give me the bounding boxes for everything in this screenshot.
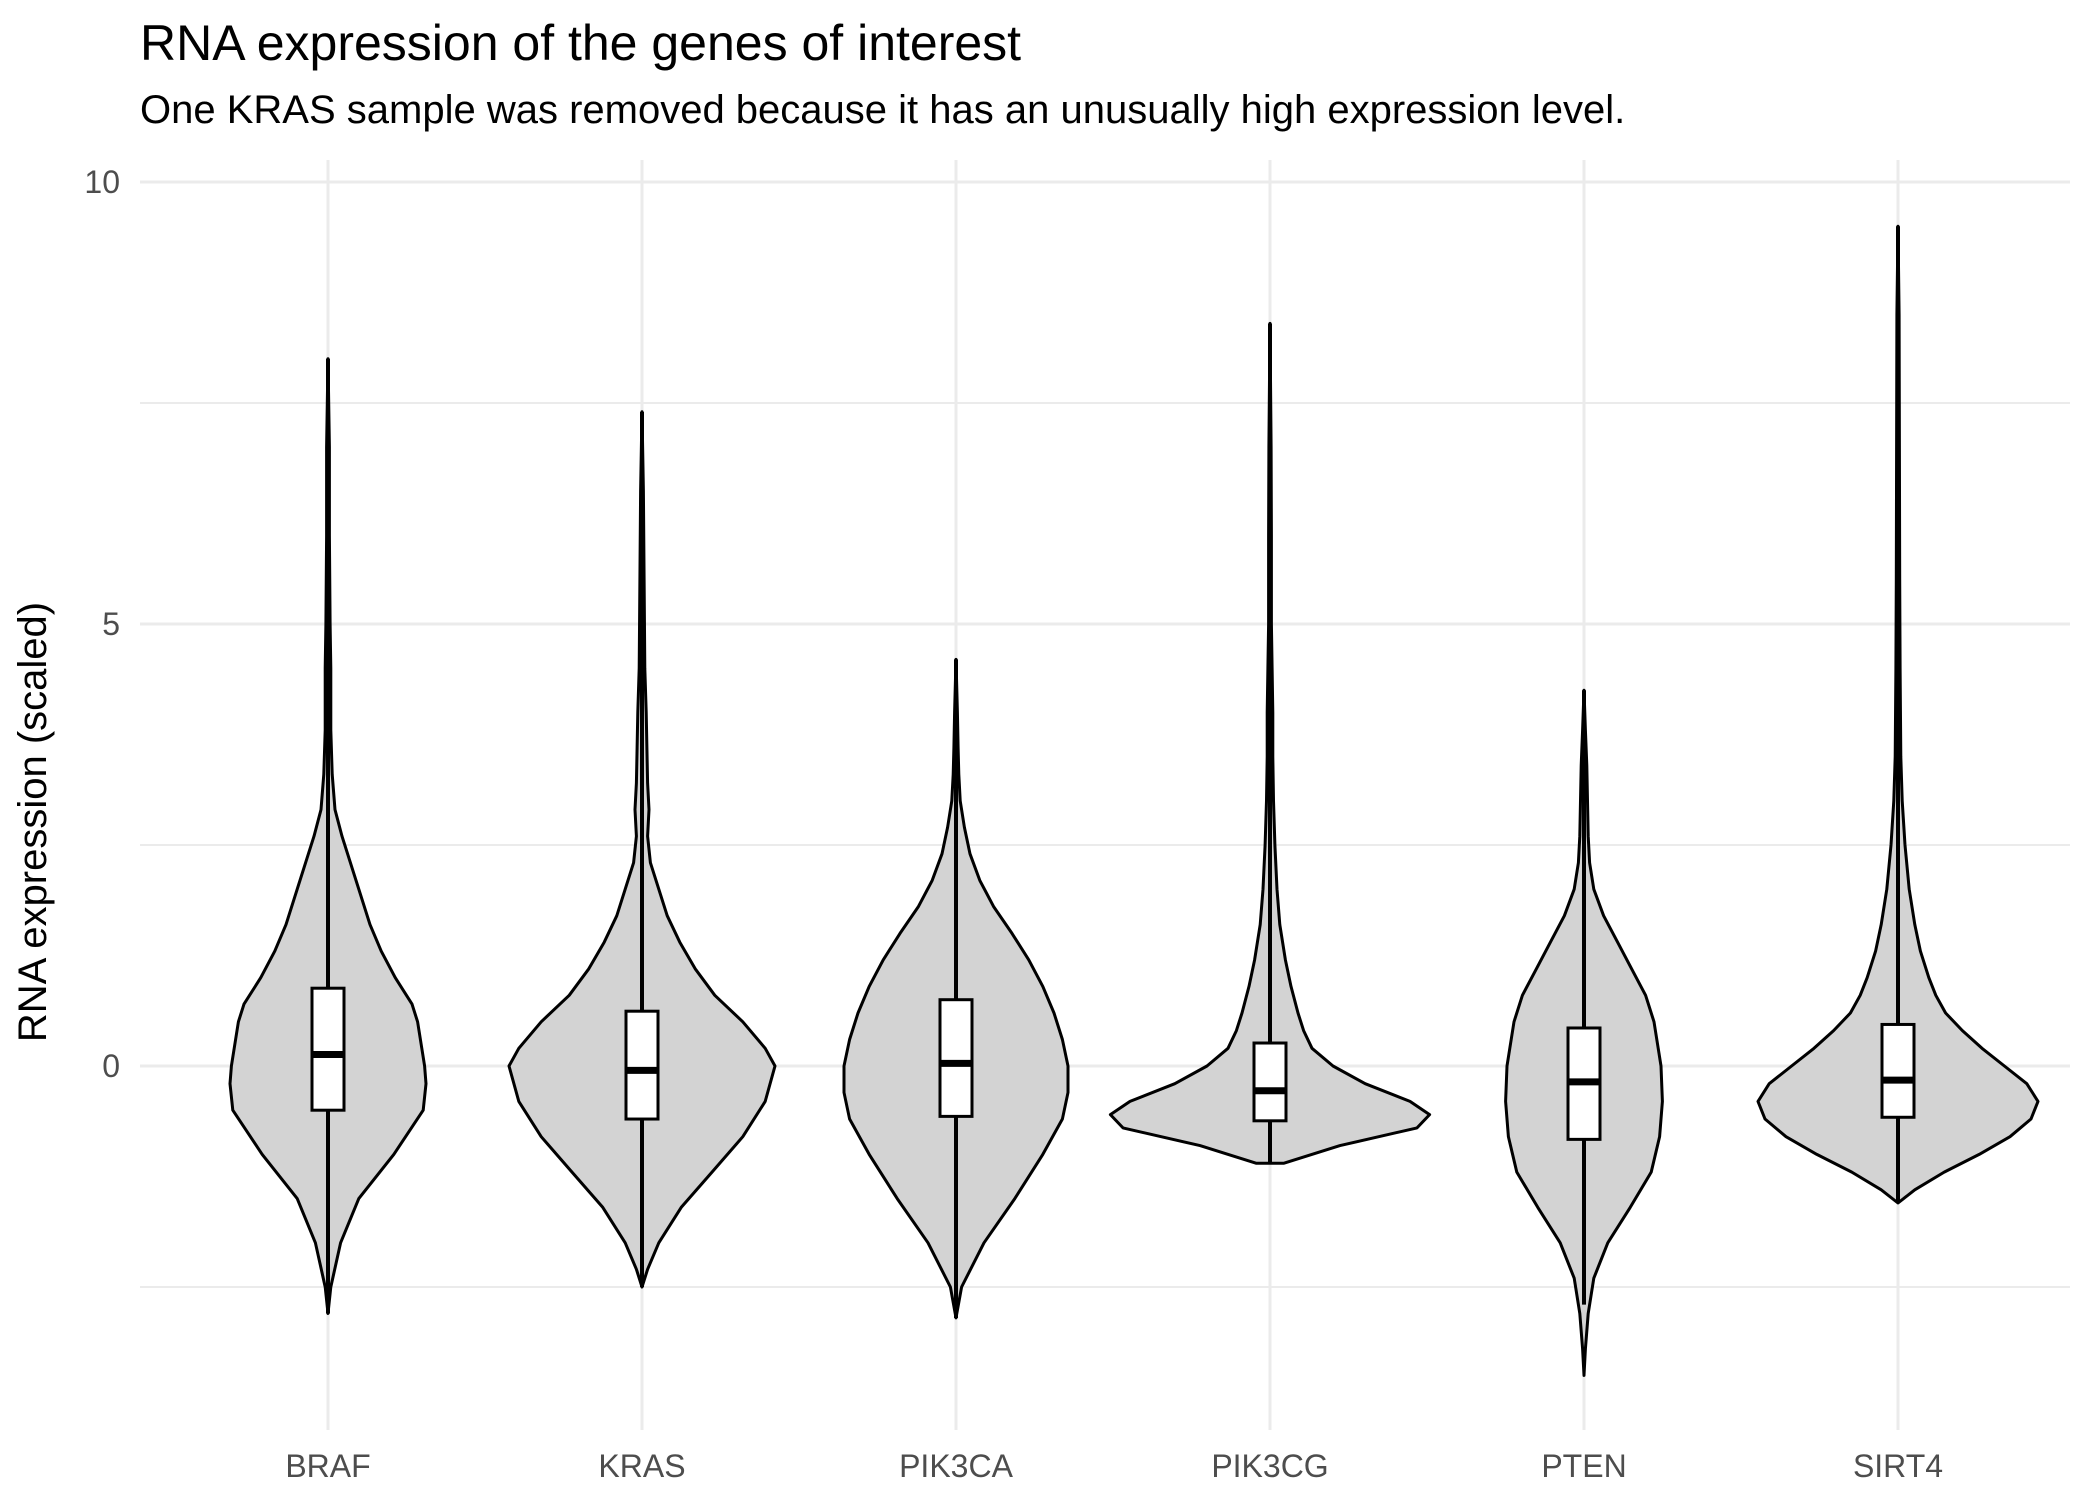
violin-series (228, 224, 2040, 1377)
x-tick-label-kras: KRAS (598, 1448, 685, 1484)
x-tick-label-pik3cg: PIK3CG (1211, 1448, 1328, 1484)
y-tick-label: 10 (84, 164, 120, 200)
violin-group-pik3cg (1108, 321, 1432, 1165)
y-axis-tick-labels: 0 5 10 (84, 164, 120, 1084)
violin-group-pten (1504, 688, 1664, 1377)
x-tick-label-sirt4: SIRT4 (1853, 1448, 1943, 1484)
box-kras (624, 1009, 660, 1121)
x-tick-label-braf: BRAF (285, 1448, 370, 1484)
minor-gridlines (140, 402, 2070, 1288)
violin-group-braf (228, 357, 428, 1315)
x-tick-label-pten: PTEN (1541, 1448, 1626, 1484)
x-axis-tick-labels: BRAF KRAS PIK3CA PIK3CG PTEN SIRT4 (285, 1448, 1943, 1484)
box-pik3ca (938, 998, 974, 1118)
chart-title: RNA expression of the genes of interest (140, 15, 1022, 71)
violin-group-pik3ca (842, 657, 1070, 1320)
box-pik3cg (1252, 1041, 1288, 1123)
y-tick-label: 5 (102, 606, 120, 642)
violin-group-kras (507, 410, 777, 1289)
x-tick-label-pik3ca: PIK3CA (899, 1448, 1013, 1484)
y-axis-title: RNA expression (scaled) (11, 602, 55, 1042)
y-tick-label: 0 (102, 1048, 120, 1084)
box-braf (310, 986, 346, 1112)
violin-group-sirt4 (1756, 224, 2040, 1205)
chart-subtitle: One KRAS sample was removed because it h… (140, 88, 1626, 132)
box-sirt4 (1880, 1022, 1916, 1119)
major-gridlines (140, 160, 2070, 1430)
